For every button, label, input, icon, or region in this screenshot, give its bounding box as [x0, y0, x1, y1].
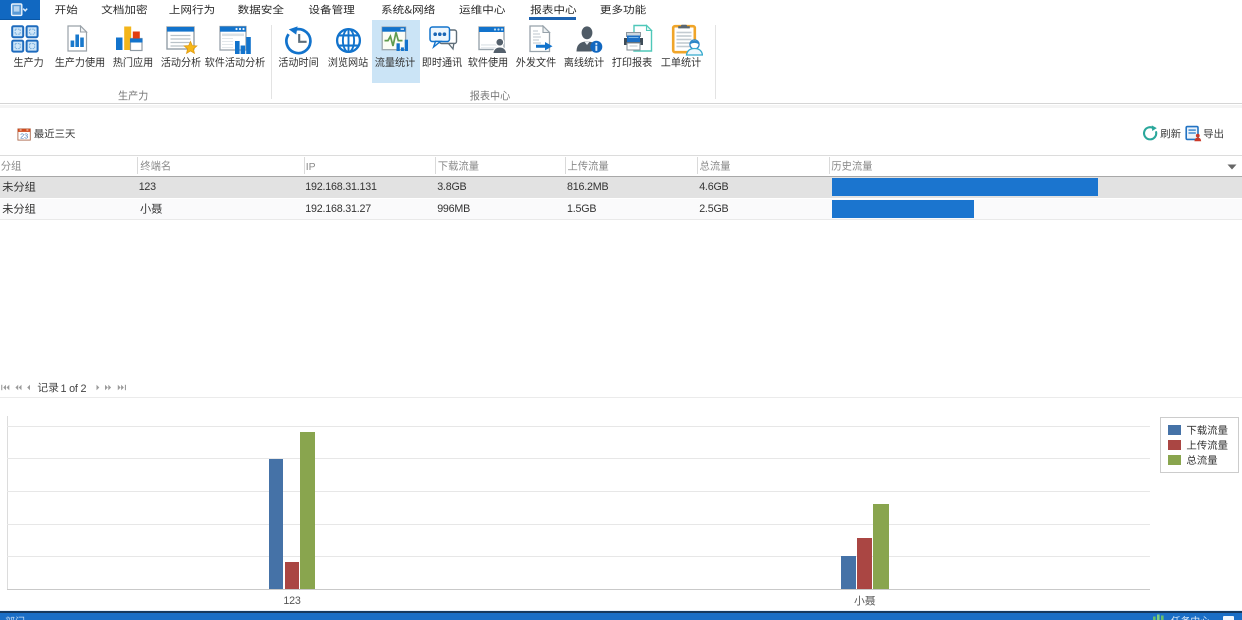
- svg-text:23: 23: [20, 131, 28, 140]
